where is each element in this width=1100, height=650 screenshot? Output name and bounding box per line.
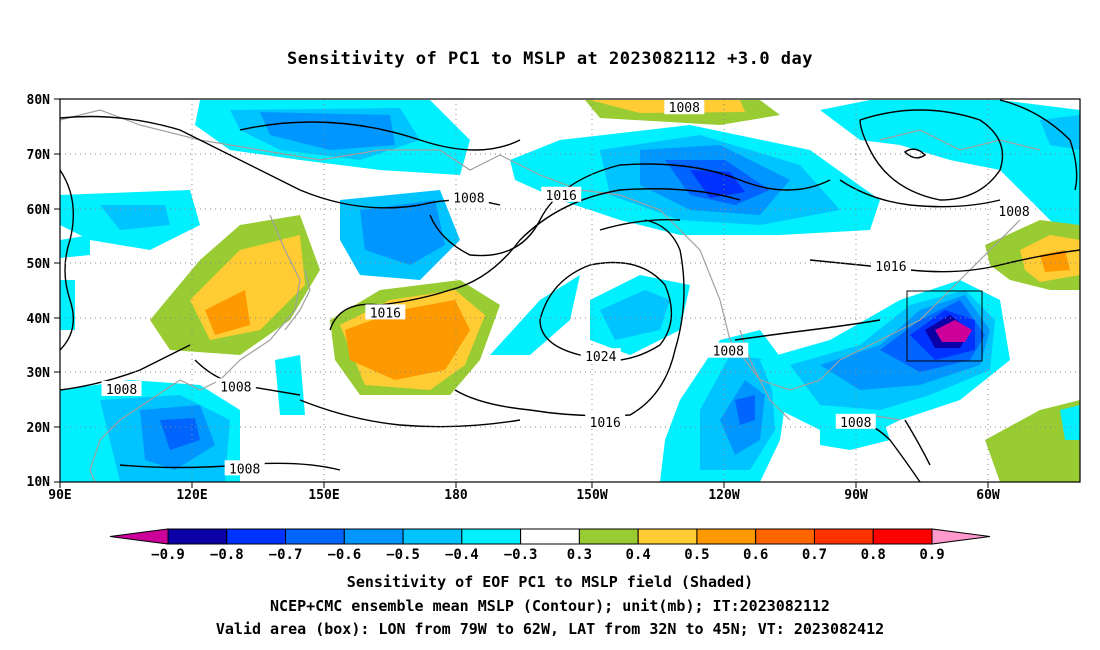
contour-label: 1016 [546,189,577,204]
map-frame [59,98,1081,483]
contour-label: 1016 [370,306,401,321]
colorbar-segment [343,528,404,545]
colorbar-tick-label: −0.9 [151,547,185,563]
contour-label: 1008 [106,383,137,398]
colorbar-tick-label: 0.8 [861,547,886,563]
colorbar-segment [813,528,874,545]
graticule [60,99,1080,482]
contour-label-bg [448,189,489,205]
contour-label: 1008 [220,380,251,395]
contour-label-bg [835,413,876,429]
colorbar-labels: −0.9 −0.8 −0.7 −0.6 −0.5 −0.4 −0.3 0.3 0.4 0.5 0.6… [151,547,945,563]
contour-label-bg [365,304,406,320]
lon-label: 90E [48,488,71,503]
lat-label: 70N [27,148,51,163]
lon-label: 90W [844,488,868,503]
colorbar-tick-label: −0.3 [504,547,538,563]
lon-axis: 90E 120E 150E 180 150W 120W 90W 60W [48,488,1000,503]
colorbar-segment [637,528,698,545]
contour-label-bg [215,378,256,394]
colorbar-tick-label: −0.5 [386,547,420,563]
contour-label-bg [224,460,265,476]
colorbar-segment [872,528,933,545]
contour-label: 1016 [875,260,906,275]
colorbar-segment [520,528,580,545]
lat-label: 30N [27,366,51,381]
colorbar-tick-label: −0.8 [210,547,244,563]
contour-label: 1008 [998,205,1029,220]
colorbar-segment [285,528,345,545]
lat-label: 80N [27,93,51,108]
lon-label: 120E [176,488,207,503]
lon-label: 150W [576,488,607,503]
contour-label: 1008 [453,191,484,206]
lat-label: 40N [27,312,51,327]
colorbar-tick-label: −0.7 [269,547,303,563]
contour-label-bg [541,186,582,202]
colorbar-segment [226,528,287,545]
contour-label-bg [708,342,749,358]
colorbar-tick-label: 0.4 [626,547,651,563]
colorbar-segment [402,528,463,545]
contour-label-bg [664,99,705,115]
colorbar-tick-label: −0.4 [445,547,479,563]
contour-label: 1008 [669,101,700,116]
caption-contour: NCEP+CMC ensemble mean MSLP (Contour); u… [270,597,830,615]
colorbar-under-triangle [109,528,169,545]
colorbar-over-triangle [931,528,991,545]
colorbar [109,528,991,545]
lon-label: 180 [444,488,468,503]
contour-label: 1008 [713,345,744,360]
contour-label-bg [870,257,911,273]
colorbar-tick-label: 0.5 [684,547,709,563]
colorbar-segment [461,528,522,545]
colorbar-segment [578,528,639,545]
lon-label: 60W [976,488,1000,503]
lat-label: 60N [27,203,51,218]
contour-label: 1008 [229,462,260,477]
contour-label: 1008 [840,416,871,431]
colorbar-tick-label: 0.6 [743,547,768,563]
lat-label: 20N [27,421,51,436]
caption-valid-area: Valid area (box): LON from 79W to 62W, L… [215,620,885,638]
mslp-contours [60,99,1080,482]
colorbar-tick-label: 0.9 [919,547,944,563]
colorbar-segment [755,528,815,545]
contour-label-bg [580,348,621,364]
valid-area-box [906,290,983,362]
contour-label: 1016 [590,416,621,431]
contour-label-bg [101,380,142,396]
colorbar-tick-label: 0.7 [802,547,827,563]
contour-label-bg [585,413,626,429]
colorbar-segment [167,528,228,545]
contour-label: 1024 [585,350,616,365]
contour-label-bg [994,203,1035,219]
lat-axis: 80N 70N 60N 50N 40N 30N 20N 10N [27,93,51,490]
caption-shaded: Sensitivity of EOF PC1 to MSLP field (Sh… [346,573,754,591]
lat-label: 10N [27,475,51,490]
lon-label: 150E [308,488,339,503]
contour-labels: 1008 1008 1016 1008 1016 1016 1024 1008 1008 1008… [101,99,1035,477]
colorbar-tick-label: 0.3 [567,547,592,563]
chart-title: Sensitivity of PC1 to MSLP at 2023082112… [286,49,813,69]
lon-label: 120W [708,488,739,503]
colorbar-segment [696,528,757,545]
colorbar-tick-label: −0.6 [327,547,361,563]
lat-label: 50N [27,257,51,272]
